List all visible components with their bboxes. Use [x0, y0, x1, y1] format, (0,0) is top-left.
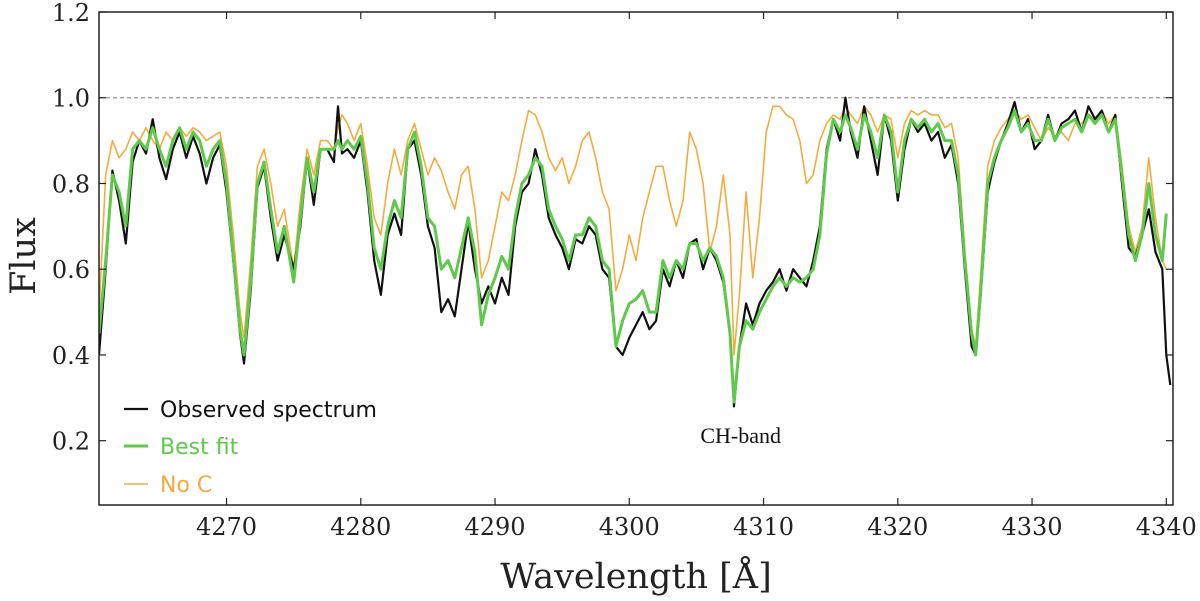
- x-tick-label: 4330: [1001, 513, 1062, 541]
- y-tick-label: 0.2: [52, 428, 90, 456]
- ch-band-annotation: CH-band: [700, 423, 781, 448]
- x-tick-label: 4290: [464, 513, 525, 541]
- y-tick-label: 0.6: [52, 256, 90, 284]
- x-tick-label: 4300: [599, 513, 660, 541]
- y-tick-label: 1.0: [52, 85, 90, 113]
- x-tick-label: 4280: [330, 513, 391, 541]
- series-layer: [99, 96, 1172, 408]
- legend: Observed spectrum Best fit No C: [124, 398, 377, 498]
- y-tick-label: 0.4: [52, 342, 90, 370]
- plot-frame: [98, 11, 1174, 506]
- y-tick-label: 0.8: [52, 170, 90, 198]
- x-axis-title: Wavelength [Å]: [500, 554, 771, 597]
- legend-label-observed: Observed spectrum: [160, 398, 377, 423]
- best-fit-line: [99, 109, 1168, 404]
- no-c-line: [99, 105, 1168, 356]
- x-tick-label: 4310: [733, 513, 794, 541]
- x-tick-label: 4320: [867, 513, 928, 541]
- ticks-layer: 4270 4280 4290 4300 4310 4320 4330 4340 0.2 0.4 0.…: [52, 0, 1197, 541]
- legend-label-no-c: No C: [160, 473, 212, 498]
- legend-label-best-fit: Best fit: [160, 435, 239, 460]
- x-tick-label: 4270: [196, 513, 257, 541]
- x-tick-label: 4340: [1136, 513, 1197, 541]
- y-tick-label: 1.2: [52, 0, 90, 27]
- y-axis-title: Flux: [4, 217, 44, 295]
